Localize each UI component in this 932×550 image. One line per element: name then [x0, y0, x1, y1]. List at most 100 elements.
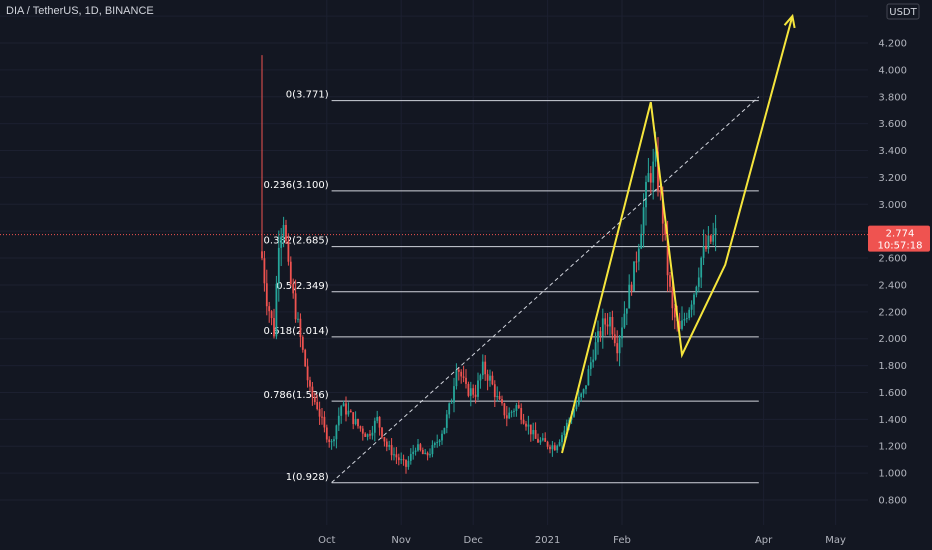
candle-body [445, 414, 448, 428]
time-tick-label: Oct [318, 535, 335, 546]
candle-body [484, 361, 487, 375]
candle-body [532, 430, 535, 435]
price-tick-label: 3.000 [878, 200, 907, 211]
candle-body [594, 342, 597, 360]
last-price-value: 2.774 [886, 229, 915, 240]
candle-body [520, 408, 523, 420]
price-tick-label: 1.600 [878, 388, 907, 399]
candle-body [611, 316, 614, 335]
candle-body [433, 443, 436, 446]
candle-body [378, 416, 381, 428]
candle-body [582, 389, 585, 394]
time-tick-label: 2021 [535, 535, 560, 546]
candle-body [534, 430, 537, 439]
candle-body [493, 384, 496, 398]
candle-body [537, 438, 539, 443]
fib-level-label: 0.236(3.100) [264, 180, 329, 191]
pattern-drawing[interactable] [561, 13, 796, 454]
candle-body [690, 304, 693, 310]
candle-body [613, 334, 616, 344]
price-unit-badge[interactable]: USDT [886, 3, 920, 20]
unit-label: USDT [889, 7, 917, 18]
candle-body [441, 433, 443, 441]
time-tick-label: May [825, 535, 846, 546]
candle-body [429, 454, 431, 456]
time-tick-label: Feb [613, 535, 631, 546]
candle-body [299, 318, 302, 338]
candle-body [561, 435, 563, 443]
candle-body [522, 419, 525, 424]
price-tick-label: 1.000 [878, 469, 907, 480]
candle-body [333, 439, 335, 442]
candles [261, 55, 717, 474]
candle-body [292, 284, 295, 294]
candle-body [647, 173, 650, 182]
candle-body [457, 369, 460, 372]
chart-title: DIA / TetherUS, 1D, BINANCE [6, 5, 154, 17]
candle-body [330, 441, 333, 443]
candle-body [373, 420, 376, 433]
candle-body [347, 410, 350, 415]
price-tick-label: 0.800 [878, 496, 907, 507]
candle-body [697, 277, 700, 287]
time-axis[interactable]: Oct Nov Dec 2021 Feb Apr May [318, 535, 846, 546]
candle-body [301, 337, 304, 350]
candle-body [606, 324, 609, 327]
fibonacci-retracement[interactable]: 0(3.771) 0.236(3.100) 0.382(2.685) 0.5(2.34… [264, 90, 759, 484]
candle-body [565, 422, 568, 431]
trendline[interactable] [331, 96, 760, 483]
candle-body [409, 454, 412, 461]
candle-body [364, 433, 367, 437]
candle-body [294, 293, 297, 320]
candle-body [313, 397, 316, 403]
candle-body [390, 445, 393, 456]
candle-body [352, 412, 355, 425]
candle-body [318, 409, 321, 417]
candle-body [549, 446, 551, 450]
candle-body [282, 225, 285, 237]
candle-body [573, 409, 575, 417]
candle-body [412, 451, 415, 455]
candle-body [400, 459, 403, 461]
candle-body [544, 438, 547, 442]
fib-level-label: 0.5(2.349) [276, 281, 328, 292]
candle-body [469, 388, 472, 396]
candle-body [587, 369, 590, 386]
candle-body [640, 233, 643, 249]
candle-body [340, 406, 343, 416]
candle-body [637, 248, 640, 262]
candle-body [695, 286, 698, 295]
candle-body [337, 415, 340, 426]
candle-body [661, 192, 664, 224]
candle-body [366, 434, 369, 437]
candle-body [553, 445, 556, 451]
candle-body [438, 440, 441, 443]
candle-body [496, 396, 499, 398]
candle-body [599, 331, 602, 337]
candle-body [273, 318, 275, 337]
price-tick-label: 1.200 [878, 442, 907, 453]
candle-body [419, 444, 422, 450]
candle-body [618, 338, 621, 354]
candle-body [714, 228, 717, 235]
time-tick-label: Dec [464, 535, 483, 546]
candle-body [424, 452, 427, 455]
candle-body [467, 383, 470, 396]
candle-body [395, 454, 398, 458]
price-tick-label: 2.400 [878, 280, 907, 291]
candle-body [270, 311, 273, 319]
candle-body [421, 449, 424, 455]
candle-body [705, 246, 707, 250]
candle-body [261, 251, 263, 259]
candle-body [335, 425, 338, 440]
candle-body [580, 393, 583, 398]
candle-body [527, 424, 530, 427]
candle-body [666, 234, 669, 276]
candle-body [508, 412, 511, 419]
candle-body [700, 257, 703, 278]
candle-body [328, 439, 331, 442]
candle-body [460, 371, 463, 377]
candle-body [443, 427, 446, 434]
